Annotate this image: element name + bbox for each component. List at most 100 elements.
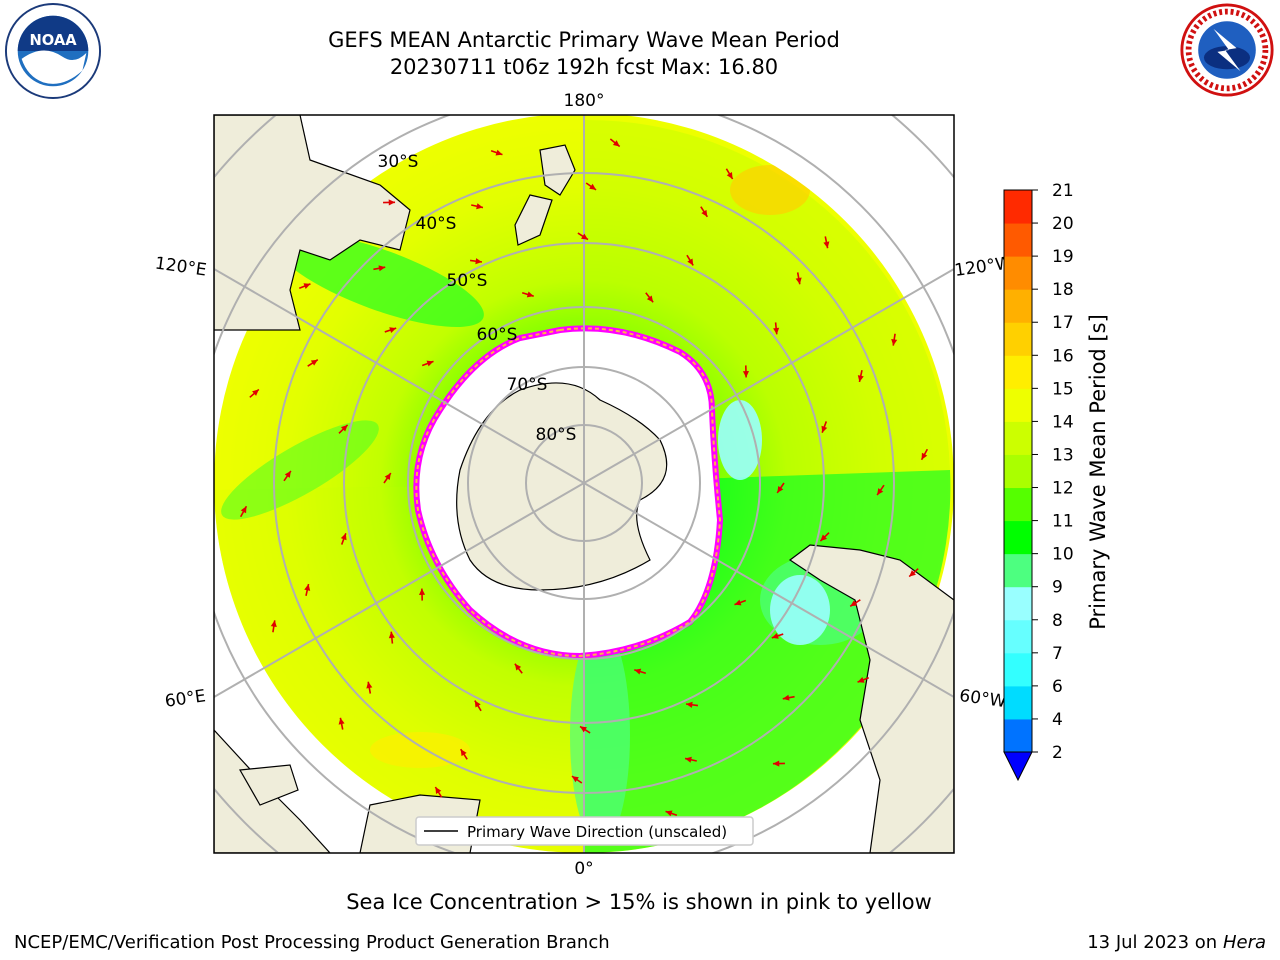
colorbar-tick-label: 8: [1052, 611, 1063, 631]
colorbar-tick-label: 4: [1052, 710, 1063, 730]
wave-arrow-head: [685, 756, 692, 763]
lon-label-60w: 60°W: [958, 686, 1007, 712]
wave-arrow-head: [734, 599, 742, 606]
wave-arrow-head: [384, 473, 391, 481]
wave-arrow-head: [701, 209, 708, 217]
wave-arrow-head: [823, 241, 830, 249]
colorbar-tick-label: 16: [1052, 346, 1074, 366]
lat-label-80s: 80°S: [536, 425, 577, 445]
colorbar-under-arrow: [1003, 751, 1033, 782]
lat-label-30s: 30°S: [378, 152, 419, 172]
wave-arrow-head: [777, 485, 784, 493]
lon-label-60e: 60°E: [164, 686, 207, 711]
wave-arrow-head: [877, 488, 884, 496]
wave-arrow-head: [389, 327, 397, 334]
wave-arrow-head: [240, 506, 247, 514]
colorbar-tick-label: 9: [1052, 578, 1063, 598]
wave-arrow-head: [476, 203, 483, 210]
wave-arrow-head: [909, 570, 916, 577]
ice-note: Sea Ice Concentration > 15% is shown in …: [346, 890, 932, 914]
colorbar-tick-label: 12: [1052, 479, 1074, 499]
wave-arrow-head: [646, 295, 654, 303]
wave-arrow-head: [571, 776, 579, 783]
colorbar-tick-label: 18: [1052, 280, 1074, 300]
colorbar-tick-label: 19: [1052, 247, 1074, 267]
wave-arrow-head: [795, 277, 802, 285]
map-legend: Primary Wave Direction (unscaled): [415, 816, 754, 846]
lat-label-70s: 70°S: [507, 375, 548, 395]
wave-arrow-head: [526, 291, 534, 298]
wave-arrow-head: [418, 588, 426, 595]
colorbar-tick-label: 10: [1052, 545, 1074, 565]
wave-arrow-head: [304, 584, 311, 591]
wave-arrow-head: [514, 663, 522, 671]
wave-arrow-head: [850, 600, 858, 607]
antarctica-land: [456, 382, 668, 591]
footer-host: Hera: [1222, 932, 1266, 953]
colorbar-segment: [1004, 289, 1032, 323]
colorbar: 2 4 6 7 8 9 10 11 12 13 14 15 16 17 18 19 20 21: [1003, 181, 1074, 782]
wave-arrow-head: [857, 677, 865, 683]
new-zealand-land: [539, 144, 576, 196]
nws-logo: [1180, 3, 1274, 97]
colorbar-segment: [1004, 388, 1032, 422]
colorbar-segment: [1004, 223, 1032, 257]
colorbar-segment: [1004, 553, 1032, 588]
wave-arrow-head: [426, 360, 434, 367]
lon-label-120e: 120°E: [154, 254, 208, 281]
wave-arrow-head: [474, 700, 481, 708]
wave-arrow-head: [388, 631, 395, 639]
colorbar-tick-label: 6: [1052, 677, 1063, 697]
svg-text:NOAA: NOAA: [29, 32, 77, 49]
colorbar-tick-label: 2: [1052, 743, 1063, 763]
colorbar-segment: [1004, 685, 1032, 720]
wave-arrow-head: [921, 452, 928, 460]
map-frame: [213, 114, 955, 854]
wave-arrow-head: [581, 233, 588, 240]
colorbar-tick-label: 21: [1052, 181, 1074, 201]
wave-arrow-head: [270, 620, 277, 628]
wave-arrow-head: [821, 425, 828, 433]
wave-arrow-head: [366, 681, 373, 689]
wave-arrow-head: [773, 327, 780, 335]
lat-label-50s: 50°S: [447, 271, 488, 291]
wave-direction-arrows: [239, 138, 929, 828]
colorbar-tick-label: 11: [1052, 512, 1074, 532]
wave-arrow-head: [857, 375, 864, 382]
colorbar-segment: [1004, 586, 1032, 621]
wave-arrow-head: [435, 786, 442, 794]
wave-arrow-head: [891, 338, 898, 346]
wave-arrow-head: [303, 283, 311, 289]
colorbar-segment: [1004, 421, 1032, 455]
wave-arrow-head: [252, 389, 259, 396]
wave-arrow-head: [612, 140, 620, 147]
colorbar-segment: [1004, 322, 1032, 356]
colorbar-tick-label: 14: [1052, 412, 1074, 432]
colorbar-frame: [1003, 189, 1033, 753]
footer-date: 13 Jul 2023 on Hera: [1087, 932, 1266, 953]
wave-arrow-head: [742, 371, 750, 378]
wave-arrow-head: [580, 726, 587, 733]
colorbar-tick-label: 7: [1052, 644, 1063, 664]
wave-arrow-head: [771, 632, 779, 639]
colorbar-segment: [1004, 355, 1032, 389]
footer-date-text: 13 Jul 2023 on: [1087, 932, 1223, 953]
wave-arrow-head: [820, 534, 828, 542]
wave-arrow-head: [338, 717, 345, 725]
legend-label: Primary Wave Direction (unscaled): [467, 823, 727, 841]
lat-label-40s: 40°S: [416, 214, 457, 234]
wave-arrow-head: [340, 424, 348, 432]
lon-label-180: 180°: [564, 91, 605, 111]
chart-subtitle: 20230711 t06z 192h fcst Max: 16.80: [389, 55, 779, 79]
lon-label-0: 0°: [574, 859, 593, 879]
wave-arrow-head: [340, 533, 347, 541]
wave-arrow-head: [726, 172, 733, 180]
wave-arrow-head: [495, 149, 503, 156]
colorbar-segment: [1004, 487, 1032, 522]
wave-arrow-head: [634, 668, 642, 675]
wave-arrow-head: [378, 265, 386, 272]
wave-arrow-head: [686, 701, 693, 708]
wave-arrow-head: [388, 199, 396, 206]
wave-arrow-head: [310, 359, 318, 366]
colorbar-segment: [1004, 718, 1032, 753]
